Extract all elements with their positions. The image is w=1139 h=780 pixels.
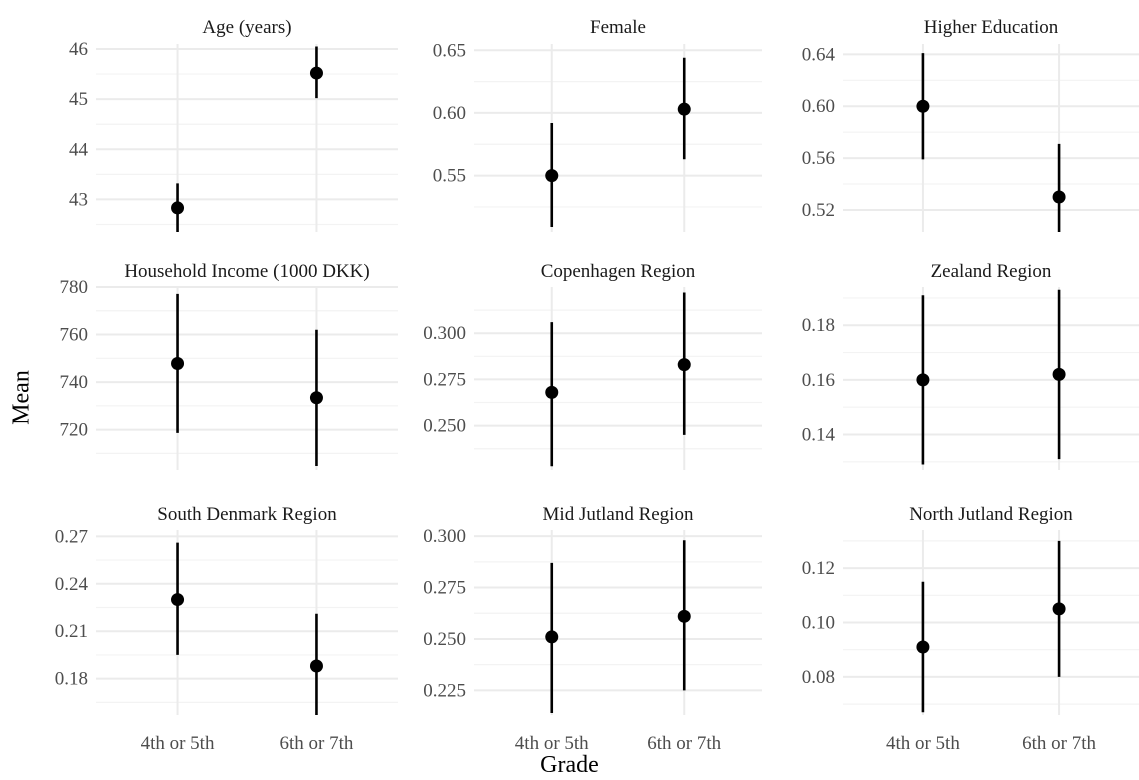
panel-title-copenhagen-region: Copenhagen Region [540, 261, 696, 282]
y-tick-label: 740 [60, 372, 89, 393]
y-tick-label: 0.60 [433, 103, 466, 124]
y-tick-label: 0.60 [802, 96, 835, 117]
mean-point-6th-or-7th [309, 391, 323, 405]
panel-title-south-denmark-region: South Denmark Region [157, 504, 337, 525]
y-tick-label: 720 [60, 420, 89, 441]
panel-title-household-income-1000-dkk: Household Income (1000 DKK) [124, 261, 370, 282]
x-tick-label: 4th or 5th [514, 733, 589, 754]
y-tick-label: 0.300 [423, 526, 466, 547]
mean-point-4th-or-5th [916, 99, 930, 113]
y-tick-label: 0.24 [55, 574, 89, 595]
x-tick-label: 6th or 7th [1022, 733, 1097, 754]
mean-point-4th-or-5th [171, 593, 185, 607]
mean-point-4th-or-5th [545, 169, 559, 183]
mean-point-4th-or-5th [171, 201, 185, 215]
mean-point-4th-or-5th [545, 630, 559, 644]
y-tick-label: 780 [60, 277, 89, 298]
mean-point-6th-or-7th [309, 66, 323, 80]
y-tick-label: 0.14 [802, 424, 836, 445]
y-tick-label: 0.64 [802, 44, 836, 65]
y-tick-label: 0.16 [802, 370, 835, 391]
y-tick-label: 0.18 [802, 315, 835, 336]
y-tick-label: 760 [60, 325, 89, 346]
x-tick-label: 4th or 5th [140, 733, 215, 754]
mean-point-6th-or-7th [1052, 602, 1066, 616]
x-tick-label: 6th or 7th [647, 733, 722, 754]
y-tick-label: 0.300 [423, 323, 466, 344]
panel-title-higher-education: Higher Education [923, 17, 1059, 38]
mean-point-6th-or-7th [677, 102, 691, 116]
panel-title-age-years: Age (years) [202, 17, 292, 38]
y-tick-label: 0.275 [423, 578, 466, 599]
y-tick-label: 45 [69, 89, 88, 110]
y-tick-label: 0.65 [433, 40, 466, 61]
y-tick-label: 0.21 [55, 621, 88, 642]
x-axis-title: Grade [540, 752, 599, 778]
y-tick-label: 0.10 [802, 613, 835, 634]
y-tick-label: 0.225 [423, 680, 466, 701]
x-tick-label: 6th or 7th [279, 733, 354, 754]
mean-point-6th-or-7th [1052, 367, 1066, 381]
mean-point-4th-or-5th [916, 373, 930, 387]
x-tick-label: 4th or 5th [885, 733, 960, 754]
y-tick-label: 43 [69, 189, 88, 210]
y-tick-label: 0.12 [802, 558, 835, 579]
y-tick-label: 0.18 [55, 669, 88, 690]
mean-point-6th-or-7th [677, 609, 691, 623]
mean-point-4th-or-5th [545, 385, 559, 399]
mean-point-4th-or-5th [171, 357, 185, 371]
mean-point-6th-or-7th [677, 358, 691, 372]
y-tick-label: 0.52 [802, 200, 835, 221]
panel-title-female: Female [590, 17, 646, 38]
y-axis-title: Mean [8, 370, 35, 425]
y-tick-label: 0.27 [55, 526, 88, 547]
panel-title-north-jutland-region: North Jutland Region [909, 504, 1073, 525]
y-tick-label: 0.275 [423, 369, 466, 390]
y-tick-label: 0.250 [423, 416, 466, 437]
y-tick-label: 44 [69, 139, 89, 160]
mean-point-6th-or-7th [309, 659, 323, 673]
y-tick-label: 0.56 [802, 148, 835, 169]
y-tick-label: 0.08 [802, 667, 835, 688]
panel-title-mid-jutland-region: Mid Jutland Region [542, 504, 694, 525]
mean-point-4th-or-5th [916, 640, 930, 654]
mean-point-6th-or-7th [1052, 190, 1066, 204]
y-tick-label: 0.55 [433, 166, 466, 187]
y-tick-label: 46 [69, 39, 88, 60]
y-tick-label: 0.250 [423, 629, 466, 650]
panel-title-zealand-region: Zealand Region [930, 261, 1052, 282]
